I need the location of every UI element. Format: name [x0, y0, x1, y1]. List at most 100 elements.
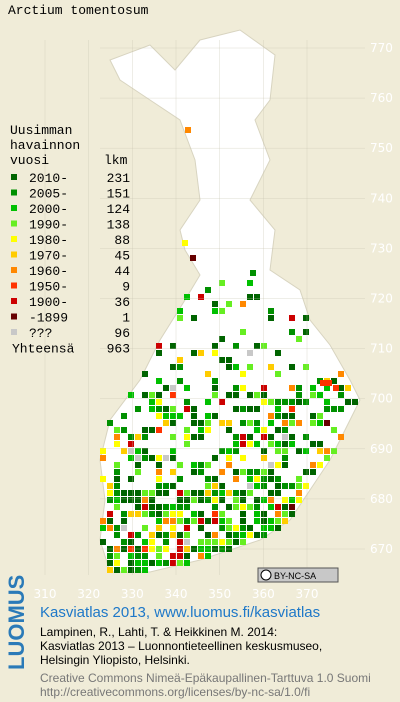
- occurrence-square: [240, 518, 246, 524]
- occurrence-square: [198, 539, 204, 545]
- occurrence-square: [247, 469, 253, 475]
- occurrence-square: [261, 455, 267, 461]
- occurrence-square: [275, 476, 281, 482]
- occurrence-square: [247, 364, 253, 370]
- occurrence-square: [261, 532, 267, 538]
- occurrence-square: [149, 399, 155, 405]
- badge-text: BY-NC-SA: [274, 571, 316, 581]
- occurrence-square: [275, 525, 281, 531]
- occurrence-square: [275, 427, 281, 433]
- occurrence-square: [177, 518, 183, 524]
- occurrence-square: [282, 511, 288, 517]
- occurrence-square: [240, 532, 246, 538]
- legend-label: -1899: [29, 311, 68, 326]
- legend-heading: vuosi: [10, 153, 49, 168]
- occurrence-square: [163, 511, 169, 517]
- occurrence-square: [114, 434, 120, 440]
- occurrence-square: [247, 406, 253, 412]
- license-line: Creative Commons Nimeä-Epäkaupallinen-Ta…: [40, 671, 371, 685]
- occurrence-square: [184, 532, 190, 538]
- occurrence-square: [184, 504, 190, 510]
- occurrence-square: [282, 455, 288, 461]
- occurrence-square: [177, 490, 183, 496]
- occurrence-square: [156, 483, 162, 489]
- occurrence-square: [149, 532, 155, 538]
- y-coordinate-label: 760: [370, 91, 393, 105]
- occurrence-square: [296, 483, 302, 489]
- occurrence-square: [212, 539, 218, 545]
- occurrence-square: [142, 567, 148, 573]
- occurrence-square: [107, 553, 113, 559]
- occurrence-square: [184, 427, 190, 433]
- occurrence-square: [275, 504, 281, 510]
- occurrence-square: [268, 413, 274, 419]
- occurrence-square: [190, 255, 196, 261]
- occurrence-square: [184, 497, 190, 503]
- occurrence-square: [198, 518, 204, 524]
- x-coordinate-label: 350: [208, 587, 231, 601]
- occurrence-square: [261, 448, 267, 454]
- occurrence-square: [121, 413, 127, 419]
- occurrence-square: [191, 315, 197, 321]
- occurrence-square: [212, 455, 218, 461]
- occurrence-square: [268, 308, 274, 314]
- occurrence-square: [240, 490, 246, 496]
- occurrence-square: [289, 364, 295, 370]
- legend-label: 1990-: [29, 218, 68, 233]
- occurrence-square: [338, 392, 344, 398]
- occurrence-square: [289, 497, 295, 503]
- occurrence-square: [156, 518, 162, 524]
- occurrence-square: [170, 434, 176, 440]
- legend-count: 9: [122, 280, 130, 295]
- occurrence-square: [163, 455, 169, 461]
- occurrence-square: [212, 350, 218, 356]
- occurrence-square: [233, 385, 239, 391]
- occurrence-square: [303, 399, 309, 405]
- occurrence-square: [156, 469, 162, 475]
- occurrence-square: [289, 511, 295, 517]
- occurrence-square: [226, 357, 232, 363]
- occurrence-square: [268, 441, 274, 447]
- occurrence-square: [163, 504, 169, 510]
- atlas-link[interactable]: Kasviatlas 2013, www.luomus.fi/kasviatla…: [40, 604, 320, 621]
- occurrence-square: [142, 434, 148, 440]
- occurrence-square: [198, 525, 204, 531]
- occurrence-square: [128, 511, 134, 517]
- legend-count: 1: [122, 311, 130, 326]
- occurrence-square: [268, 315, 274, 321]
- occurrence-square: [282, 497, 288, 503]
- occurrence-square: [250, 270, 256, 276]
- occurrence-square: [128, 532, 134, 538]
- occurrence-square: [177, 553, 183, 559]
- occurrence-square: [317, 448, 323, 454]
- occurrence-square: [163, 539, 169, 545]
- occurrence-square: [198, 420, 204, 426]
- occurrence-square: [261, 399, 267, 405]
- legend-swatch: [11, 174, 17, 180]
- occurrence-square: [310, 392, 316, 398]
- occurrence-square: [128, 476, 134, 482]
- occurrence-square: [310, 441, 316, 447]
- occurrence-square: [254, 420, 260, 426]
- occurrence-square: [233, 434, 239, 440]
- occurrence-square: [212, 392, 218, 398]
- occurrence-square: [142, 392, 148, 398]
- occurrence-square: [121, 448, 127, 454]
- occurrence-square: [114, 525, 120, 531]
- occurrence-square: [177, 560, 183, 566]
- occurrence-square: [326, 380, 332, 386]
- occurrence-square: [226, 427, 232, 433]
- occurrence-square: [163, 532, 169, 538]
- occurrence-square: [205, 427, 211, 433]
- legend-label: 2000-: [29, 202, 68, 217]
- occurrence-square: [177, 504, 183, 510]
- occurrence-square: [128, 567, 134, 573]
- legend-swatch: [11, 251, 17, 258]
- occurrence-square: [135, 455, 141, 461]
- occurrence-square: [233, 476, 239, 482]
- occurrence-square: [282, 441, 288, 447]
- legend-swatch: [11, 267, 17, 273]
- occurrence-square: [324, 420, 330, 426]
- occurrence-square: [114, 441, 120, 447]
- occurrence-square: [177, 511, 183, 517]
